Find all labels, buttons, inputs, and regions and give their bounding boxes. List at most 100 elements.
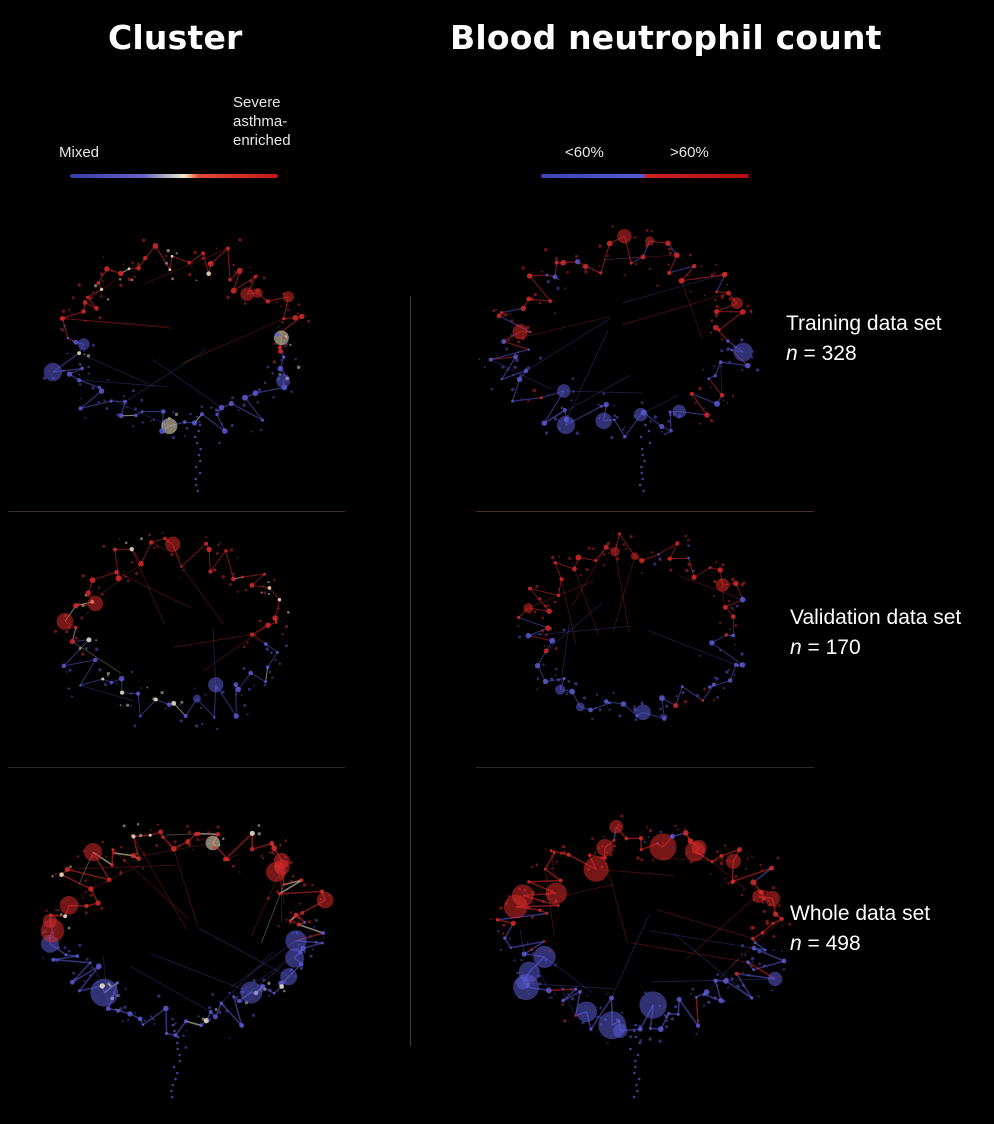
network-node bbox=[105, 855, 108, 858]
network-node bbox=[689, 860, 693, 864]
network-edge bbox=[640, 394, 679, 415]
network-node bbox=[173, 840, 177, 844]
network-edge bbox=[595, 546, 607, 561]
network-node bbox=[148, 533, 151, 537]
network-node bbox=[770, 989, 773, 992]
network-node bbox=[187, 843, 192, 847]
network-node bbox=[178, 1059, 182, 1063]
network-node bbox=[123, 573, 125, 576]
network-node bbox=[256, 401, 260, 404]
network-node bbox=[671, 847, 674, 849]
network-edge bbox=[600, 243, 611, 274]
network-edge bbox=[622, 292, 729, 326]
network-edge bbox=[721, 848, 740, 857]
network-node bbox=[600, 865, 604, 869]
network-node bbox=[81, 652, 85, 656]
network-node bbox=[100, 294, 103, 298]
network-edge bbox=[611, 915, 650, 999]
network-node bbox=[105, 880, 109, 883]
network-node bbox=[185, 426, 189, 430]
network-node bbox=[732, 608, 735, 611]
network-node bbox=[183, 713, 188, 719]
network-node bbox=[247, 687, 251, 691]
network-node bbox=[277, 377, 281, 381]
network-node bbox=[122, 263, 125, 266]
network-edge bbox=[669, 557, 689, 560]
network-edge bbox=[169, 256, 173, 270]
network-node bbox=[725, 853, 741, 869]
network-edge bbox=[209, 550, 227, 572]
network-node bbox=[213, 1014, 218, 1020]
network-node bbox=[717, 567, 723, 573]
network-node bbox=[640, 571, 643, 575]
network-node bbox=[268, 851, 271, 854]
network-node bbox=[750, 356, 754, 359]
network-node bbox=[109, 680, 114, 685]
network-node bbox=[718, 360, 723, 364]
network-node bbox=[89, 974, 92, 977]
network-edge bbox=[116, 571, 192, 609]
network-edge bbox=[596, 868, 675, 877]
network-node bbox=[195, 441, 199, 445]
network-node bbox=[641, 477, 645, 481]
network-edge bbox=[729, 664, 737, 681]
network-node bbox=[222, 1004, 225, 1007]
network-node bbox=[501, 932, 505, 935]
network-node bbox=[59, 327, 62, 330]
network-edge bbox=[612, 556, 636, 634]
network-node bbox=[634, 1035, 638, 1039]
network-node bbox=[772, 949, 775, 951]
network-node bbox=[650, 550, 653, 554]
network-node bbox=[622, 543, 626, 546]
network-node bbox=[574, 254, 578, 259]
network-node bbox=[731, 578, 735, 582]
network-node bbox=[212, 846, 216, 850]
network-node bbox=[669, 833, 675, 839]
network-node bbox=[42, 376, 47, 380]
network-node bbox=[553, 600, 557, 604]
network-node bbox=[89, 893, 93, 897]
network-node bbox=[267, 592, 271, 596]
row-label-training-n: n = 328 bbox=[786, 339, 942, 369]
network-node bbox=[115, 682, 118, 685]
network-node bbox=[172, 411, 175, 414]
network-node bbox=[542, 940, 546, 943]
network-node bbox=[657, 553, 660, 556]
network-node bbox=[281, 633, 284, 636]
network-node bbox=[718, 622, 722, 625]
network-node bbox=[121, 1020, 125, 1023]
network-edge bbox=[188, 252, 204, 264]
network-node bbox=[749, 996, 754, 1000]
row-label-validation-n: n = 170 bbox=[790, 633, 961, 663]
network-node bbox=[617, 532, 621, 536]
network-node bbox=[218, 541, 221, 544]
network-node bbox=[129, 546, 134, 552]
network-edge bbox=[231, 403, 263, 421]
network-node bbox=[599, 1023, 603, 1026]
network-node bbox=[645, 229, 649, 232]
network-node bbox=[720, 349, 724, 353]
network-node bbox=[731, 633, 736, 638]
network-node bbox=[180, 565, 183, 568]
network-node bbox=[45, 909, 48, 912]
network-edge bbox=[65, 954, 78, 957]
network-node bbox=[65, 629, 69, 634]
network-node bbox=[624, 426, 627, 428]
network-node bbox=[497, 929, 500, 933]
network-edge bbox=[711, 642, 743, 666]
network-node bbox=[566, 993, 569, 995]
network-node bbox=[206, 271, 212, 277]
network-node bbox=[260, 418, 265, 422]
network-node bbox=[782, 968, 786, 971]
network-node bbox=[189, 412, 192, 416]
network-node bbox=[170, 1095, 174, 1099]
network-edge bbox=[528, 627, 549, 637]
network-node bbox=[744, 362, 751, 369]
network-node bbox=[638, 836, 644, 841]
network-node bbox=[562, 677, 566, 681]
network-node bbox=[556, 286, 560, 291]
network-node bbox=[131, 261, 134, 265]
network-node bbox=[215, 831, 221, 837]
network-node bbox=[309, 954, 313, 958]
network-node bbox=[680, 685, 684, 689]
